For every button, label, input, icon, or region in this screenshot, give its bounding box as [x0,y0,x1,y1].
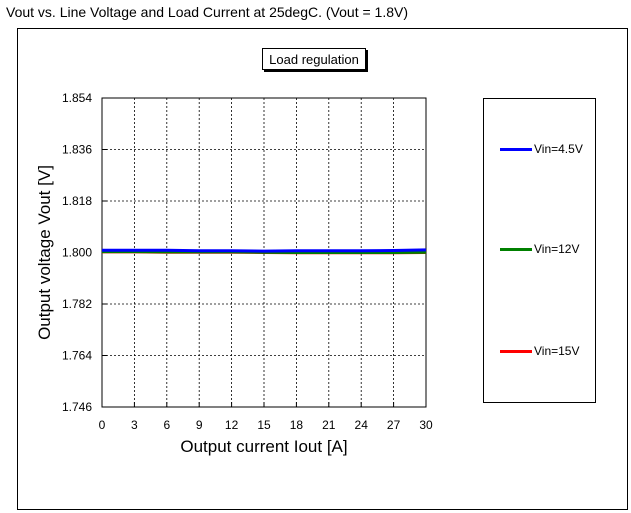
y-tick-label: 1.818 [62,194,92,208]
x-axis-label: Output current Iout [A] [180,437,347,456]
chart-title: Load regulation [262,48,366,70]
y-tick-label: 1.764 [62,349,92,363]
legend-label: Vin=4.5V [534,142,583,156]
y-tick-label: 1.782 [62,297,92,311]
legend-item-series-3: Vin=15V [500,344,580,358]
x-tick-label: 3 [131,418,138,432]
x-tick-label: 15 [257,418,271,432]
x-tick-label: 18 [290,418,304,432]
legend-swatch-red [500,349,532,353]
x-tick-label: 27 [387,418,401,432]
y-tick-label: 1.836 [62,143,92,157]
legend-label: Vin=15V [534,344,580,358]
series-line-1 [102,248,427,253]
x-tick-label: 30 [419,418,433,432]
legend-item-series-1: Vin=4.5V [500,142,583,156]
x-tick-label: 6 [163,418,170,432]
y-tick-label: 1.854 [62,91,92,105]
y-tick-label: 1.800 [62,246,92,260]
x-tick-label: 21 [322,418,336,432]
x-tick-label: 12 [225,418,239,432]
chart-legend: Vin=4.5V Vin=12V Vin=15V [483,98,596,403]
legend-swatch-blue [500,147,532,151]
x-tick-label: 24 [355,418,369,432]
x-tick-label: 9 [196,418,203,432]
x-tick-label: 0 [99,418,106,432]
figure-caption: Vout vs. Line Voltage and Load Current a… [6,4,409,20]
y-axis-label: Output voltage Vout [V] [35,165,54,340]
legend-item-series-2: Vin=12V [500,242,580,256]
legend-label: Vin=12V [534,242,580,256]
legend-swatch-green [500,247,532,251]
chart-frame [17,28,628,510]
y-tick-label: 1.746 [62,400,92,414]
